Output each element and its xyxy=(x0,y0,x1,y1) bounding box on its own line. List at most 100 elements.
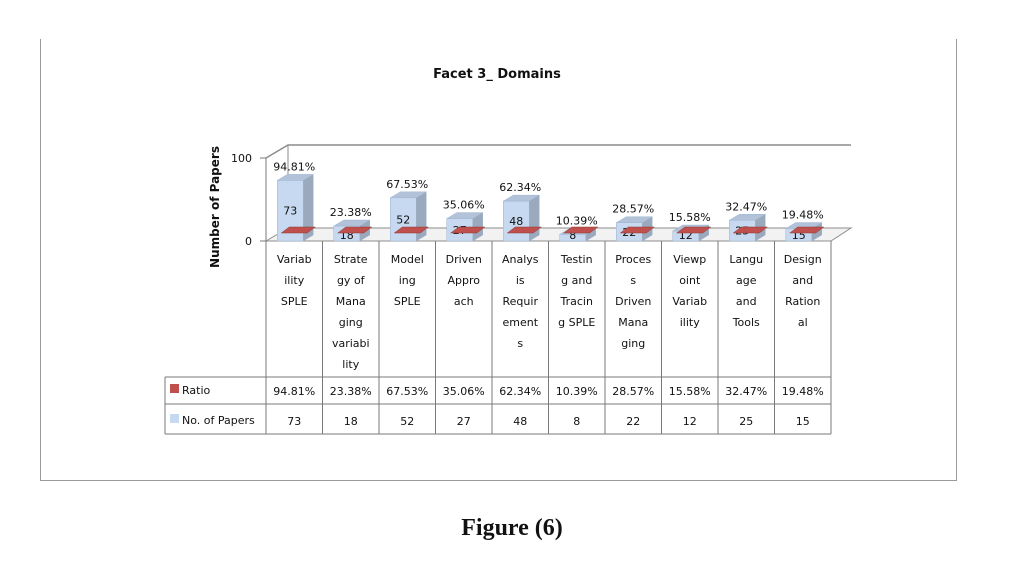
data-label-ratio: 62.34% xyxy=(499,181,541,194)
x-tick-label: Proces xyxy=(615,253,651,266)
x-tick-label: Mana xyxy=(336,295,366,308)
x-tick-label: Driven xyxy=(446,253,482,266)
x-tick-label: and xyxy=(736,295,757,308)
table-cell-ratio: 32.47% xyxy=(725,385,767,398)
table-cell-papers: 73 xyxy=(287,415,301,428)
bar-ratio xyxy=(563,226,599,234)
back-wall-top xyxy=(265,144,851,159)
bar-ratio xyxy=(789,226,825,234)
x-tick-label: al xyxy=(798,316,808,329)
x-tick-label: Strate xyxy=(334,253,368,266)
table-cell-papers: 18 xyxy=(344,415,358,428)
table-cell-papers: 25 xyxy=(739,415,753,428)
x-tick-label: oint xyxy=(679,274,701,287)
x-tick-label: ility xyxy=(284,274,304,287)
x-tick-label: and xyxy=(792,274,813,287)
x-tick-label: Variab xyxy=(277,253,312,266)
x-tick-label: Model xyxy=(391,253,424,266)
data-label-papers: 8 xyxy=(569,229,576,242)
table-cell-papers: 15 xyxy=(796,415,810,428)
bar-ratio xyxy=(506,226,542,234)
x-tick-label: g SPLE xyxy=(558,316,595,329)
legend-key-papers xyxy=(170,414,179,423)
legend-key-ratio xyxy=(170,384,179,393)
data-label-ratio: 28.57% xyxy=(612,203,654,216)
x-tick-label: Testin xyxy=(560,253,593,266)
x-tick-label: s xyxy=(630,274,636,287)
x-tick-label: Tracin xyxy=(560,295,593,308)
bar-ratio xyxy=(393,226,429,234)
x-tick-label: Design xyxy=(784,253,822,266)
bar-ratio xyxy=(280,226,316,234)
data-label-ratio: 67.53% xyxy=(386,178,428,191)
table-cell-ratio: 23.38% xyxy=(330,385,372,398)
chart-frame xyxy=(40,39,957,481)
table-cell-papers: 22 xyxy=(626,415,640,428)
x-tick-label: Variab xyxy=(672,295,707,308)
x-tick-label: gy of xyxy=(337,274,366,287)
legend-label-ratio: Ratio xyxy=(182,384,211,397)
x-tick-label: ging xyxy=(621,337,645,350)
data-label-ratio: 32.47% xyxy=(725,200,767,213)
data-label-ratio: 19.48% xyxy=(782,209,824,222)
data-label-ratio: 35.06% xyxy=(443,199,485,212)
data-label-ratio: 94.81% xyxy=(273,160,315,173)
table-cell-ratio: 15.58% xyxy=(669,385,711,398)
chart-title: Facet 3_ Domains xyxy=(433,67,561,82)
x-tick-label: ement xyxy=(502,316,538,329)
table-cell-ratio: 67.53% xyxy=(386,385,428,398)
x-tick-label: Ration xyxy=(785,295,820,308)
table-cell-papers: 52 xyxy=(400,415,414,428)
bar-papers-side xyxy=(529,194,540,242)
x-tick-label: Driven xyxy=(615,295,651,308)
data-label-ratio: 10.39% xyxy=(556,214,598,227)
bar-ratio xyxy=(732,226,768,234)
x-tick-label: Appro xyxy=(447,274,480,287)
table-cell-ratio: 62.34% xyxy=(499,385,541,398)
table-cell-papers: 48 xyxy=(513,415,527,428)
table-cell-ratio: 19.48% xyxy=(782,385,824,398)
bar-ratio xyxy=(619,226,655,234)
table-cell-ratio: 28.57% xyxy=(612,385,654,398)
data-label-ratio: 15.58% xyxy=(669,211,711,224)
x-tick-label: ging xyxy=(339,316,363,329)
bar-ratio xyxy=(450,226,486,234)
x-tick-label: Langu xyxy=(729,253,763,266)
data-label-ratio: 23.38% xyxy=(330,206,372,219)
table-cell-ratio: 94.81% xyxy=(273,385,315,398)
x-tick-label: Viewp xyxy=(673,253,706,266)
table-cell-papers: 27 xyxy=(457,415,471,428)
x-tick-label: lity xyxy=(342,358,359,371)
x-tick-label: ility xyxy=(680,316,700,329)
bar-papers-side xyxy=(416,191,427,242)
figure-caption: Figure (6) xyxy=(461,515,563,541)
bar-papers xyxy=(390,197,417,242)
bar-ratio xyxy=(337,226,373,234)
x-tick-label: Requir xyxy=(503,295,539,308)
y-axis-label: Number of Papers xyxy=(208,146,222,268)
bar-papers xyxy=(559,234,586,242)
x-tick-label: ach xyxy=(454,295,474,308)
x-tick-label: Analys xyxy=(502,253,539,266)
table-cell-papers: 8 xyxy=(573,415,580,428)
y-tick-label: 100 xyxy=(231,152,252,165)
x-tick-label: SPLE xyxy=(281,295,308,308)
table-cell-papers: 12 xyxy=(683,415,697,428)
x-tick-label: variabi xyxy=(332,337,370,350)
bar-ratio xyxy=(676,226,712,234)
x-tick-label: g and xyxy=(561,274,592,287)
x-tick-label: s xyxy=(517,337,523,350)
table-cell-ratio: 10.39% xyxy=(556,385,598,398)
x-tick-label: Tools xyxy=(732,316,760,329)
data-label-papers: 73 xyxy=(283,205,297,218)
table-cell-ratio: 35.06% xyxy=(443,385,485,398)
x-tick-label: SPLE xyxy=(394,295,421,308)
legend-label-papers: No. of Papers xyxy=(182,414,255,427)
y-tick-label: 0 xyxy=(245,235,252,248)
bar-papers xyxy=(503,200,530,242)
x-tick-label: is xyxy=(516,274,525,287)
data-label-papers: 48 xyxy=(509,215,523,228)
x-tick-label: Mana xyxy=(618,316,648,329)
data-label-papers: 52 xyxy=(396,213,410,226)
